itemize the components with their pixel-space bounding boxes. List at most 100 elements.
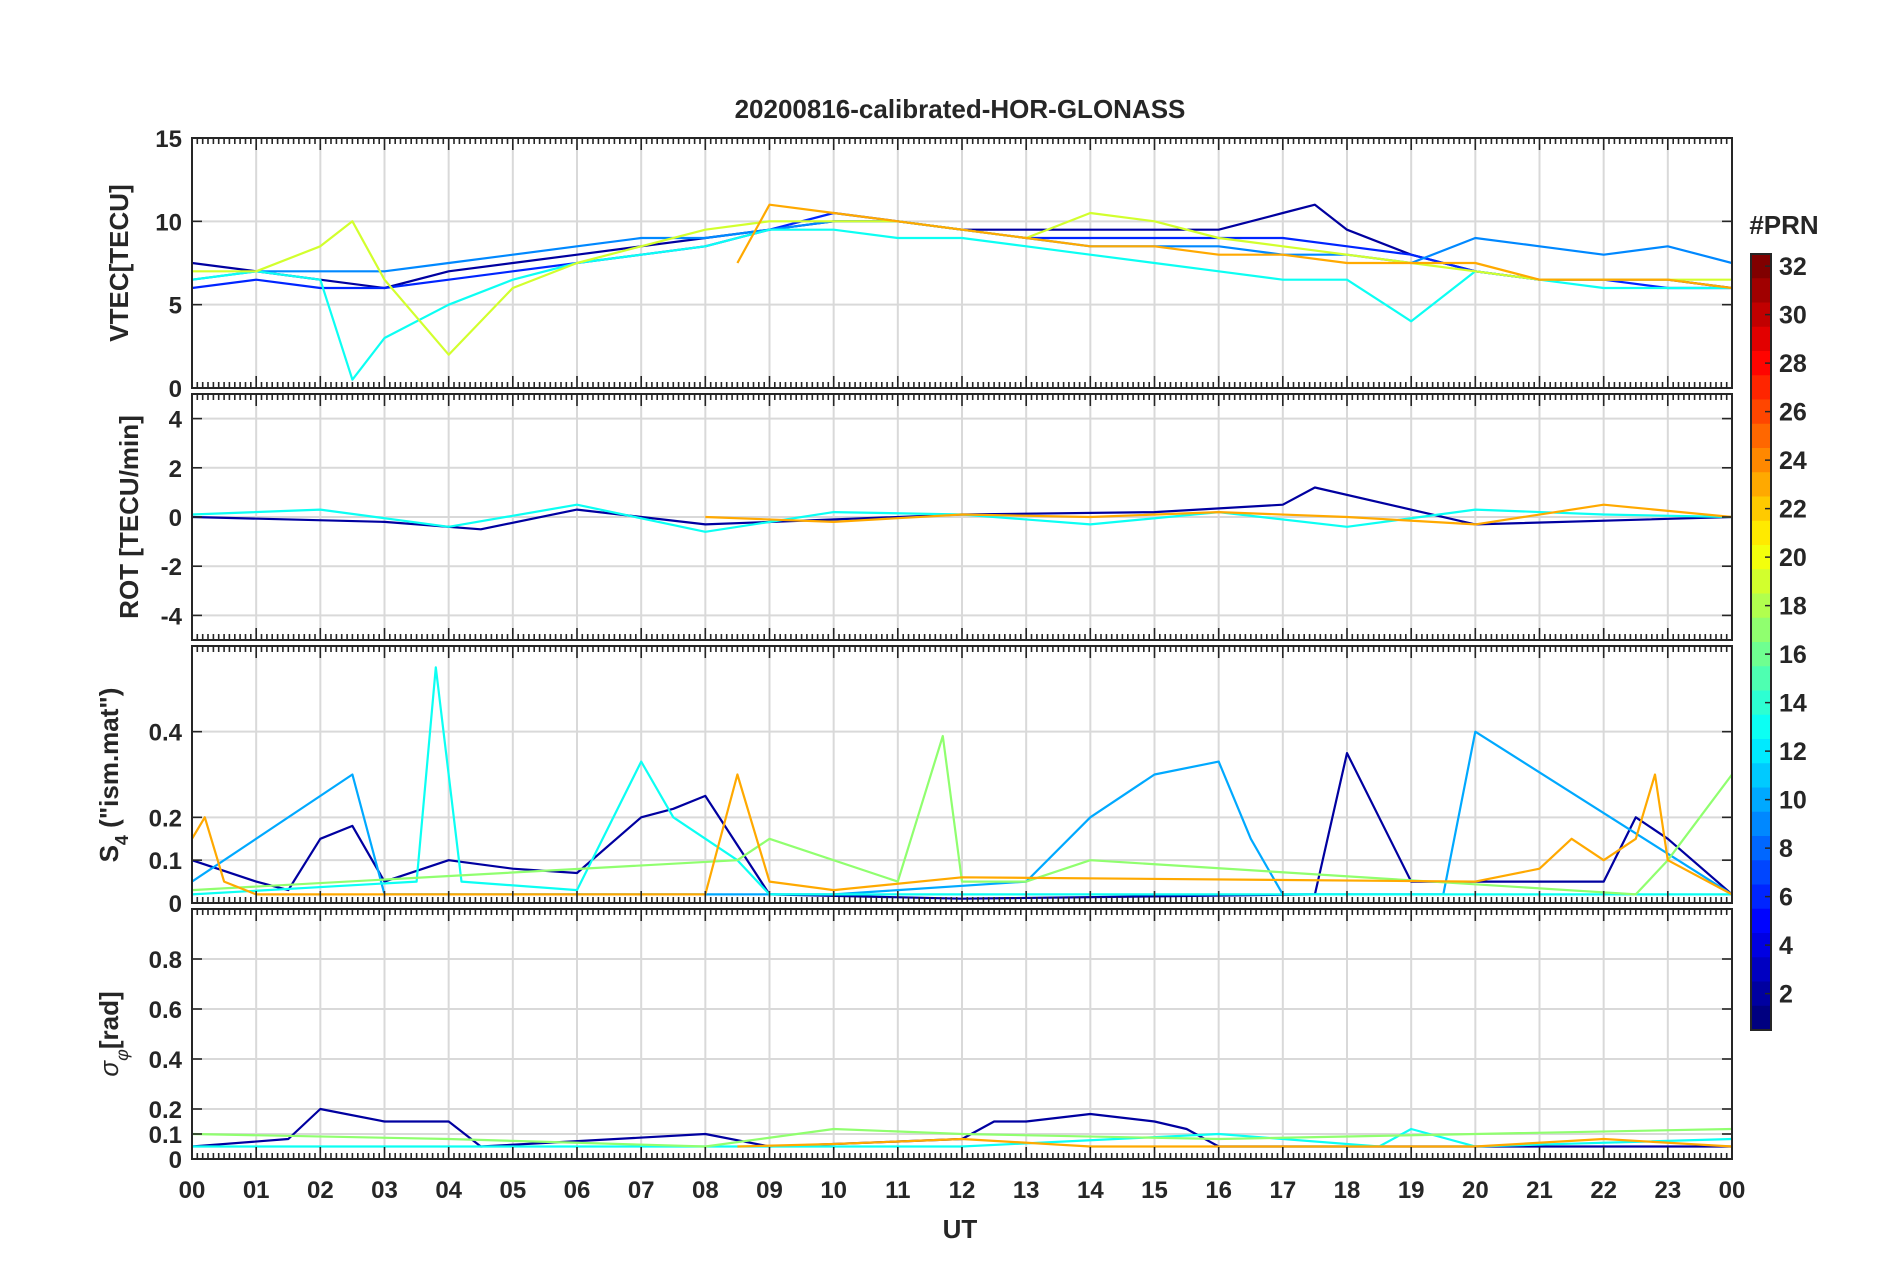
y-tick-label: 0: [169, 505, 182, 532]
colorbar-segment: [1751, 569, 1771, 595]
colorbar-segment: [1751, 836, 1771, 861]
x-tick-label: 08: [692, 1177, 719, 1204]
colorbar-segment: [1751, 496, 1771, 522]
colorbar-segment: [1751, 666, 1771, 692]
colorbar-segment: [1751, 1005, 1771, 1031]
x-tick-label: 07: [628, 1177, 655, 1204]
x-tick-label: 09: [756, 1177, 783, 1204]
colorbar-tick-label: 6: [1779, 884, 1793, 912]
colorbar-segment: [1751, 375, 1771, 401]
colorbar-segment: [1751, 399, 1771, 425]
colorbar-tick-label: 26: [1779, 399, 1807, 427]
x-tick-label: 18: [1334, 1177, 1361, 1204]
y-tick-label: 0.1: [149, 1122, 182, 1149]
x-tick-label: 11: [885, 1177, 910, 1204]
x-tick-label: 22: [1590, 1177, 1617, 1204]
colorbar-segment: [1751, 448, 1771, 473]
colorbar-segment: [1751, 884, 1771, 910]
series-line-prn-2: [192, 751, 1732, 900]
colorbar-segment: [1751, 957, 1771, 983]
colorbar-tick-label: 4: [1779, 932, 1793, 960]
colorbar-segment: [1751, 351, 1771, 376]
y-tick-label: 10: [155, 209, 182, 236]
y-axis-label-main: σ: [94, 1060, 124, 1077]
x-tick-label: 04: [435, 1177, 462, 1204]
panel-s4: 0 0.1 0.2 0.4 S4 ("ism.mat"): [94, 645, 1733, 918]
x-tick-label: 06: [564, 1177, 591, 1204]
series-line-prn-23: [192, 773, 1732, 896]
x-tick-label: 02: [307, 1177, 334, 1204]
x-tick-label: 17: [1269, 1177, 1296, 1204]
colorbar-segment: [1751, 326, 1771, 352]
colorbar-label: #PRN: [1749, 210, 1818, 240]
x-tick-label: 00: [1719, 1177, 1746, 1204]
series-line-prn-17: [192, 1127, 1732, 1148]
x-tick-marks: [191, 138, 1733, 388]
panel-vtec: 0 5 10 15 VTEC[TECU]: [104, 126, 1733, 403]
x-tick-label: 12: [949, 1177, 976, 1204]
y-tick-label: 15: [155, 126, 182, 153]
colorbar-segment: [1751, 811, 1771, 837]
colorbar-segment: [1751, 545, 1771, 570]
colorbar-tick-label: 2: [1779, 981, 1793, 1009]
colorbar-segment: [1751, 860, 1771, 886]
colorbar: 32 30 28 26 24 22 20 18 16 14 12 10 8 6 4 2 #PRN: [1749, 210, 1819, 1031]
series-line-prn-23: [705, 503, 1732, 526]
x-tick-label: 15: [1141, 1177, 1168, 1204]
y-tick-label: 0.2: [149, 805, 182, 832]
colorbar-segment: [1751, 278, 1771, 304]
colorbar-segment: [1751, 787, 1771, 813]
y-tick-label: 5: [169, 293, 182, 320]
colorbar-tick-label: 28: [1779, 350, 1807, 378]
x-tick-marks: [191, 909, 1733, 1159]
colorbar-segment: [1751, 617, 1771, 643]
colorbar-tick-label: 32: [1779, 253, 1807, 281]
y-tick-label: 0: [169, 891, 182, 918]
colorbar-segment: [1751, 690, 1771, 716]
y-axis-label: ROT [TECU/min]: [114, 415, 144, 619]
y-axis-label: σφ[rad]: [94, 991, 132, 1076]
colorbar-tick-label: 14: [1779, 690, 1807, 718]
colorbar-segment: [1751, 520, 1771, 546]
colorbar-segment: [1751, 302, 1771, 328]
figure-title: 20200816-calibrated-HOR-GLONASS: [735, 94, 1186, 124]
colorbar-segment: [1751, 642, 1771, 667]
x-axis-label: UT: [943, 1214, 978, 1244]
colorbar-tick-label: 8: [1779, 835, 1793, 863]
x-tick-label: 01: [243, 1177, 270, 1204]
x-tick-label: 21: [1526, 1177, 1553, 1204]
x-tick-marks: [191, 646, 1733, 903]
colorbar-segment: [1751, 933, 1771, 958]
series-line-prn-23: [736, 203, 1732, 290]
colorbar-tick-label: 22: [1779, 496, 1807, 524]
colorbar-tick-label: 18: [1779, 593, 1807, 621]
colorbar-tick-label: 24: [1779, 447, 1807, 475]
y-tick-label: 0.4: [149, 1047, 183, 1074]
panel-rot: -4 -2 0 2 4 ROT [TECU/min]: [114, 393, 1733, 641]
colorbar-segment: [1751, 714, 1771, 740]
x-tick-label: 19: [1398, 1177, 1425, 1204]
colorbar-segment: [1751, 763, 1771, 789]
series-group: [192, 486, 1732, 533]
y-tick-label: 2: [169, 456, 182, 483]
colorbar-segment: [1751, 423, 1771, 449]
y-tick-label: -4: [161, 603, 183, 630]
x-tick-label: 13: [1013, 1177, 1040, 1204]
series-line-prn-13: [192, 1127, 1732, 1148]
colorbar-tick-label: 10: [1779, 787, 1807, 815]
x-tick-label: 05: [499, 1177, 526, 1204]
y-tick-label: 0.1: [149, 848, 182, 875]
x-tick-label: 16: [1205, 1177, 1232, 1204]
y-axis-label-rest: ("ism.mat"): [94, 688, 124, 835]
y-axis-label-sub: 4: [112, 835, 132, 845]
x-tick-label: 03: [371, 1177, 398, 1204]
panel-sigma: 00.10.2 0.4 0.6 0.8 σφ[rad] 00 01 02 03 04 05 06 07 0…: [94, 908, 1746, 1204]
series-group: [192, 1107, 1732, 1148]
x-tick-marks: [191, 394, 1733, 640]
series-line-prn-13: [192, 228, 1732, 381]
colorbar-tick-label: 20: [1779, 544, 1807, 572]
y-tick-label: 0.2: [149, 1097, 182, 1124]
y-tick-label: 4: [169, 407, 183, 434]
